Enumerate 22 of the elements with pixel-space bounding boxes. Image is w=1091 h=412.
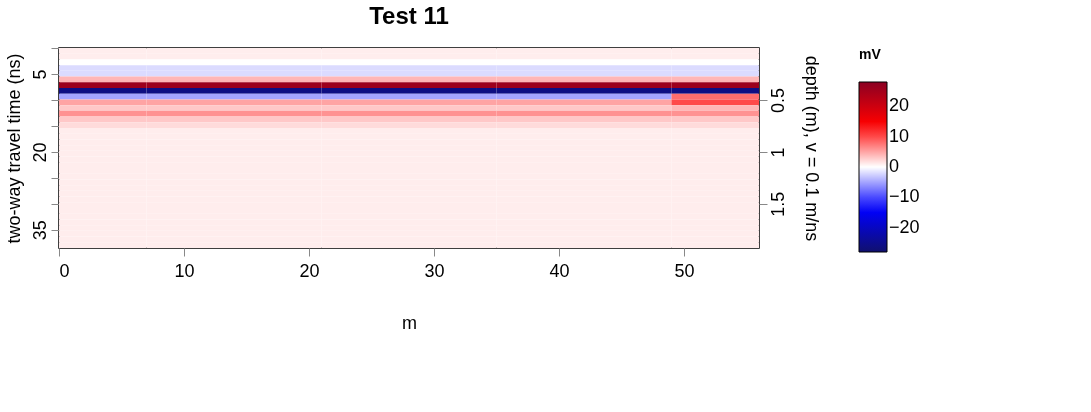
- y2-tick-label: 1.5: [767, 191, 788, 217]
- y2-axis-title: depth (m), v = 0.1 m/ns: [801, 55, 822, 242]
- y-tick-label: 20: [29, 142, 50, 163]
- x-tick-label: 30: [424, 260, 445, 281]
- color-bar-label: −10: [889, 186, 920, 207]
- color-bar-title: mV: [859, 46, 882, 62]
- y-tick-label: 5: [29, 69, 50, 80]
- color-bar-label: 0: [889, 156, 900, 176]
- color-bar-label: −20: [889, 216, 920, 237]
- y2-tick-label: 1: [767, 147, 788, 158]
- color-bar-label: 10: [889, 125, 910, 146]
- x-tick-label: 40: [549, 260, 570, 281]
- chart-title: Test 11: [369, 2, 449, 30]
- x-tick-label: 10: [174, 260, 195, 281]
- y-tick-label: 35: [29, 220, 50, 241]
- x-tick-label: 50: [674, 260, 695, 281]
- color-bar-label: 20: [889, 95, 910, 116]
- y-axis-title: two-way travel time (ns): [3, 53, 24, 244]
- x-tick-label: 0: [59, 260, 70, 281]
- x-tick-label: 20: [299, 260, 320, 281]
- x-axis-title: m: [402, 312, 417, 333]
- y2-tick-label: 0.5: [767, 87, 788, 113]
